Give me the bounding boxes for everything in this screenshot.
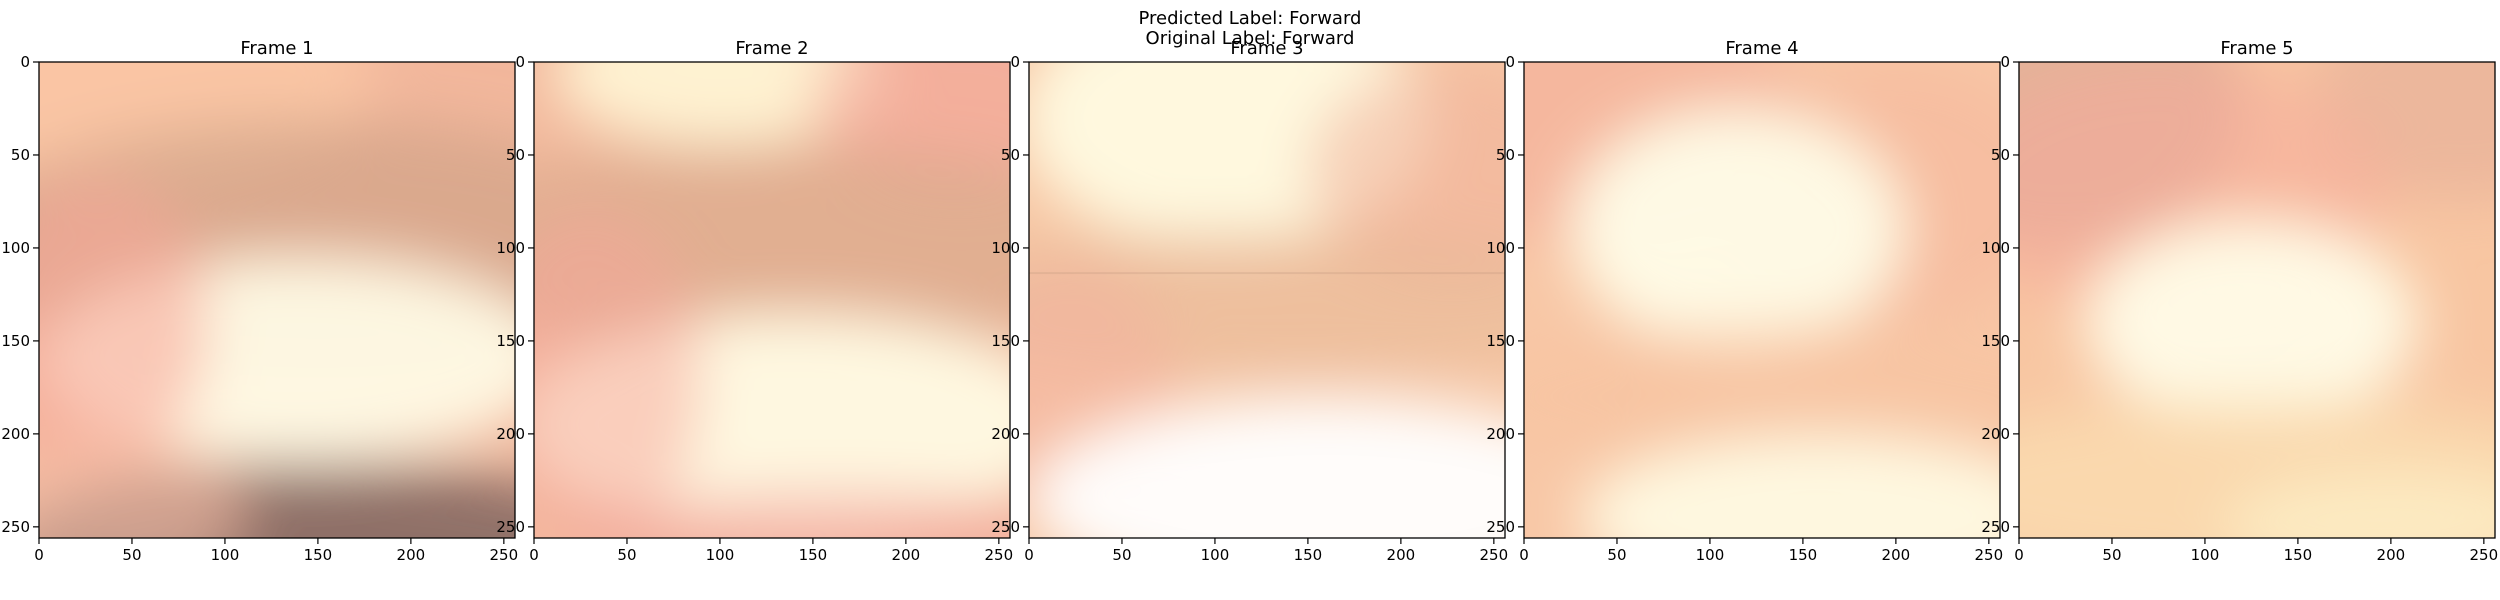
- x-tick-label: 200: [1882, 546, 1911, 564]
- y-tick-label: 50: [1496, 146, 1515, 164]
- x-tick-label: 200: [2377, 546, 2406, 564]
- y-tick-label: 0: [515, 53, 525, 71]
- predicted-label-title: Predicted Label: Forward: [1138, 8, 1362, 29]
- y-tick-label: 0: [20, 53, 30, 71]
- frame-image-3: [1029, 62, 1505, 538]
- y-tick-label: 100: [991, 239, 1020, 257]
- x-tick-label: 0: [1519, 546, 1529, 564]
- x-tick-label: 200: [397, 546, 426, 564]
- y-tick-label: 0: [1505, 53, 1515, 71]
- frame-image-4: [1524, 62, 2000, 538]
- x-tick-label: 100: [1201, 546, 1230, 564]
- x-tick-label: 150: [799, 546, 828, 564]
- y-tick-label: 200: [496, 425, 525, 443]
- x-tick-label: 150: [304, 546, 333, 564]
- y-tick-label: 250: [1981, 518, 2010, 536]
- x-tick-label: 100: [1696, 546, 1725, 564]
- y-tick-label: 200: [1486, 425, 1515, 443]
- y-tick-label: 50: [1991, 146, 2010, 164]
- y-tick-label: 250: [496, 518, 525, 536]
- frame-image-2: [534, 62, 1010, 538]
- x-tick-label: 0: [1024, 546, 1034, 564]
- y-tick-label: 0: [2000, 53, 2010, 71]
- y-tick-label: 50: [1001, 146, 1020, 164]
- x-tick-label: 250: [490, 546, 519, 564]
- x-tick-label: 150: [2284, 546, 2313, 564]
- axes-frame: [533, 61, 1011, 539]
- x-tick-label: 100: [2191, 546, 2220, 564]
- x-tick-label: 100: [706, 546, 735, 564]
- x-tick-label: 250: [1480, 546, 1509, 564]
- original-label-title: Original Label: Forward: [1145, 28, 1355, 49]
- y-tick-label: 250: [1486, 518, 1515, 536]
- y-tick-label: 50: [11, 146, 30, 164]
- y-tick-label: 100: [1486, 239, 1515, 257]
- x-tick-label: 200: [1387, 546, 1416, 564]
- frame-title: Frame 1: [240, 38, 313, 59]
- axes-frame: [38, 61, 516, 539]
- x-tick-label: 0: [2014, 546, 2024, 564]
- frame-image-5: [2019, 62, 2495, 538]
- x-tick-label: 150: [1789, 546, 1818, 564]
- x-tick-label: 250: [1975, 546, 2004, 564]
- x-tick-label: 200: [892, 546, 921, 564]
- y-tick-label: 200: [1, 425, 30, 443]
- frame-title: Frame 5: [2220, 38, 2293, 59]
- y-tick-label: 50: [506, 146, 525, 164]
- y-tick-label: 0: [1010, 53, 1020, 71]
- y-tick-label: 150: [1, 332, 30, 350]
- x-tick-label: 0: [529, 546, 539, 564]
- y-tick-label: 150: [496, 332, 525, 350]
- x-tick-label: 50: [1112, 546, 1131, 564]
- x-tick-label: 150: [1294, 546, 1323, 564]
- x-tick-label: 50: [617, 546, 636, 564]
- x-tick-label: 0: [34, 546, 44, 564]
- frame-image-1: [39, 62, 515, 538]
- frame-title: Frame 3: [1230, 38, 1303, 59]
- y-tick-label: 100: [496, 239, 525, 257]
- x-tick-label: 250: [2470, 546, 2499, 564]
- y-tick-label: 150: [1981, 332, 2010, 350]
- axes-frame: [2018, 61, 2496, 539]
- y-tick-label: 200: [991, 425, 1020, 443]
- y-tick-label: 250: [991, 518, 1020, 536]
- frame-title: Frame 4: [1725, 38, 1798, 59]
- x-tick-label: 50: [122, 546, 141, 564]
- x-tick-label: 50: [2102, 546, 2121, 564]
- x-tick-label: 250: [985, 546, 1014, 564]
- y-tick-label: 250: [1, 518, 30, 536]
- x-tick-label: 50: [1607, 546, 1626, 564]
- x-tick-label: 100: [211, 546, 240, 564]
- y-tick-label: 100: [1981, 239, 2010, 257]
- y-tick-label: 150: [1486, 332, 1515, 350]
- y-tick-label: 200: [1981, 425, 2010, 443]
- y-tick-label: 150: [991, 332, 1020, 350]
- axes-frame: [1523, 61, 2001, 539]
- y-tick-label: 100: [1, 239, 30, 257]
- axes-frame: [1028, 61, 1506, 539]
- frame-title: Frame 2: [735, 38, 808, 59]
